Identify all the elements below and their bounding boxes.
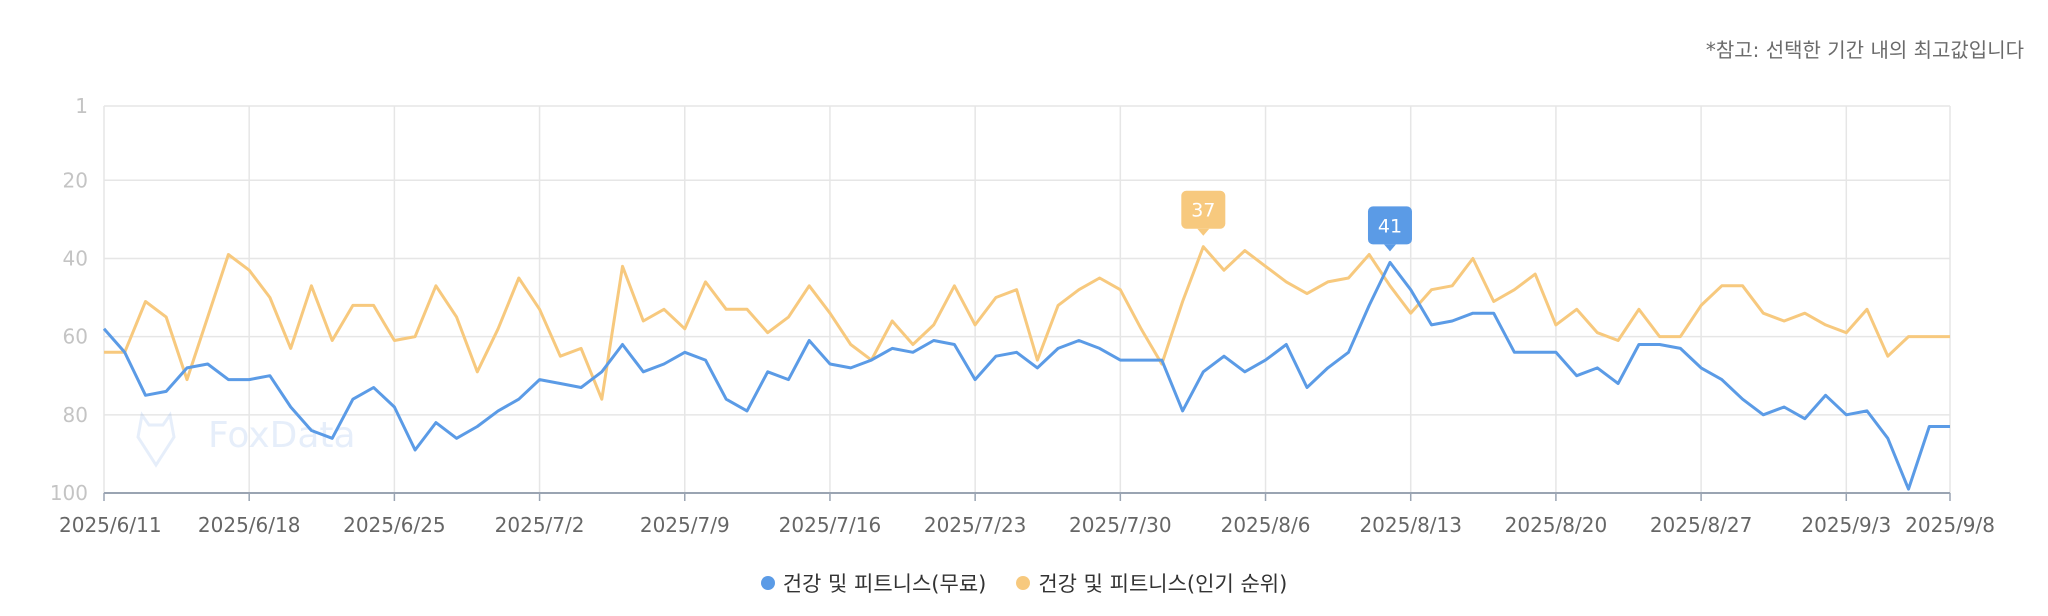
fox-logo-icon xyxy=(136,411,176,468)
y-tick-label: 80 xyxy=(63,403,88,427)
x-tick-label: 2025/6/18 xyxy=(198,513,301,537)
peak-callout-pointer xyxy=(1197,228,1210,236)
legend-item-popular[interactable]: 건강 및 피트니스(인기 순위) xyxy=(1016,568,1287,598)
watermark-text: FoxData xyxy=(208,415,356,456)
x-tick-label: 2025/7/16 xyxy=(779,513,882,537)
line-chart: 1 20 40 60 80 100 2025/6/11 2025/6/18 2025/6/25 2… xyxy=(50,94,1995,537)
legend-item-free[interactable]: 건강 및 피트니스(무료) xyxy=(760,568,987,598)
x-tick-label: 2025/8/27 xyxy=(1650,513,1753,537)
chart-legend: 건강 및 피트니스(무료) 건강 및 피트니스(인기 순위) xyxy=(0,568,2048,598)
legend-dot-popular xyxy=(1016,576,1031,590)
peak-value-label: 37 xyxy=(1191,200,1215,222)
y-tick-label: 20 xyxy=(63,168,88,192)
x-tick-label: 2025/8/20 xyxy=(1505,513,1608,537)
peak-callout-popular xyxy=(1181,190,1226,229)
y-tick-label: 100 xyxy=(50,481,88,505)
y-tick-label: 40 xyxy=(63,246,88,270)
peak-callout-pointer xyxy=(1383,244,1396,252)
x-tick-label: 2025/9/8 xyxy=(1905,513,1995,537)
series-line-popular xyxy=(104,245,1950,401)
x-tick-label: 2025/9/3 xyxy=(1801,513,1891,537)
legend-dot-free xyxy=(760,576,775,590)
watermark: FoxData xyxy=(136,411,356,468)
series-line-free xyxy=(102,260,1950,491)
y-tick-label: 1 xyxy=(75,94,88,118)
peak-callout-free xyxy=(1367,206,1412,245)
x-tick-label: 2025/7/9 xyxy=(640,513,730,537)
peak-value-label: 41 xyxy=(1378,215,1402,237)
chart-note: *참고: 선택한 기간 내의 최고값입니다 xyxy=(1705,38,2024,62)
x-tick-label: 2025/7/30 xyxy=(1069,513,1172,537)
x-tick-label: 2025/7/23 xyxy=(924,513,1027,537)
x-tick-label: 2025/8/13 xyxy=(1359,513,1462,537)
y-tick-label: 60 xyxy=(63,325,88,349)
x-tick-label: 2025/8/6 xyxy=(1221,513,1311,537)
x-tick-label: 2025/6/11 xyxy=(59,513,162,537)
legend-label-popular: 건강 및 피트니스(인기 순위) xyxy=(1038,572,1288,596)
x-tick-label: 2025/6/25 xyxy=(343,513,446,537)
legend-label-free: 건강 및 피트니스(무료) xyxy=(782,572,987,596)
x-tick-label: 2025/7/2 xyxy=(495,513,585,537)
